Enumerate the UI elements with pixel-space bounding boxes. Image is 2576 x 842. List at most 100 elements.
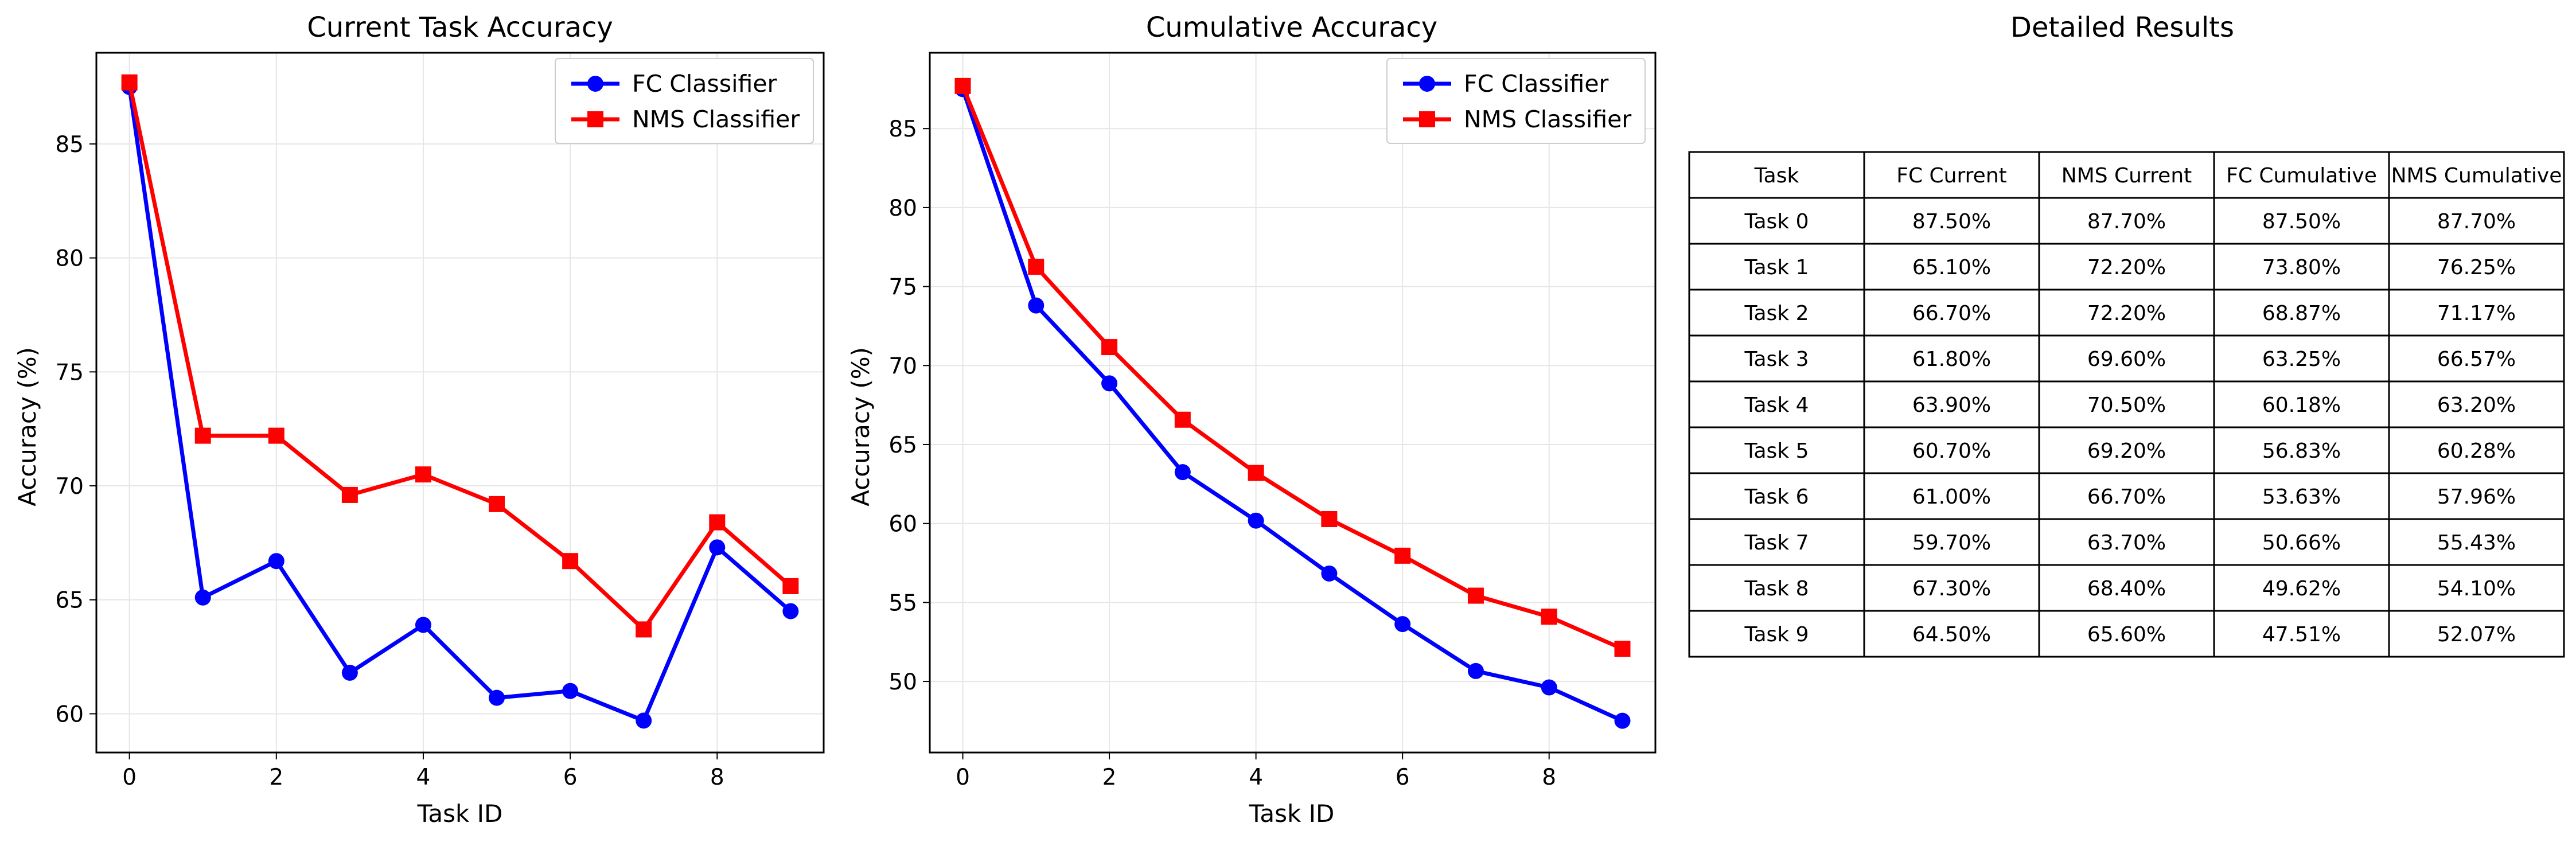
data-point-fc xyxy=(636,712,652,729)
table-cell-value: 52.07% xyxy=(2437,623,2516,646)
plot-marks xyxy=(121,74,799,729)
table-cell-value: Task 2 xyxy=(1744,302,1809,325)
legend-marker-fc xyxy=(587,76,603,92)
data-point-fc xyxy=(1101,375,1118,392)
y-tick-label: 70 xyxy=(55,474,84,500)
y-tick-label: 75 xyxy=(888,275,917,301)
table-cell-value: 56.83% xyxy=(2262,439,2341,463)
x-axis-label: Task ID xyxy=(1249,800,1335,828)
table-cell-value: 87.70% xyxy=(2087,210,2166,233)
data-point-nms xyxy=(1321,510,1338,527)
data-point-fc xyxy=(194,589,211,606)
y-tick-label: 85 xyxy=(888,116,917,142)
series-line-fc xyxy=(961,88,1623,723)
data-point-fc xyxy=(782,603,799,619)
table-cell-value: Task 6 xyxy=(1744,485,1809,509)
table-cell xyxy=(2213,243,2390,291)
table-cell xyxy=(1688,472,1865,520)
legend-label-nms: NMS Classifier xyxy=(632,106,800,133)
table-cell xyxy=(2213,518,2390,566)
table-cell-value: 72.20% xyxy=(2087,256,2166,279)
data-point-nms xyxy=(1394,547,1411,564)
data-point-fc xyxy=(1321,565,1338,582)
data-point-nms xyxy=(1028,259,1045,275)
data-point-nms xyxy=(782,578,799,594)
table-cell xyxy=(2388,426,2565,474)
series-line-nms xyxy=(127,81,792,632)
table-cell xyxy=(1863,243,2040,291)
y-axis-label: Accuracy (%) xyxy=(847,347,875,506)
y-tick-label: 65 xyxy=(55,588,84,614)
plot-area-frame xyxy=(95,52,825,754)
legend-marker-nms xyxy=(1419,111,1435,127)
data-point-nms xyxy=(709,514,726,531)
table-cell xyxy=(1688,380,1865,428)
data-point-nms xyxy=(562,553,579,570)
table-cell xyxy=(1863,380,2040,428)
table-cell-value: 87.50% xyxy=(2262,210,2341,233)
table-cell xyxy=(2038,610,2215,658)
data-point-nms xyxy=(194,427,211,444)
data-point-nms xyxy=(1614,641,1631,657)
table-cell-value: 87.50% xyxy=(1912,210,1991,233)
table-cell xyxy=(2388,289,2565,337)
data-point-nms xyxy=(489,496,505,512)
table-cell-value: 76.25% xyxy=(2437,256,2516,279)
table-cell-value: 50.66% xyxy=(2262,531,2341,555)
table-header-label: Task xyxy=(1754,164,1799,188)
table-cell xyxy=(2038,289,2215,337)
table-cell xyxy=(1863,289,2040,337)
x-tick-label: 2 xyxy=(1102,765,1117,790)
table-cell xyxy=(2388,610,2565,658)
table-cell-value: Task 4 xyxy=(1744,393,1809,417)
data-point-nms xyxy=(341,486,358,503)
table-cell-value: 67.30% xyxy=(1912,577,1991,601)
data-point-fc xyxy=(1174,464,1191,481)
table-cell xyxy=(2213,289,2390,337)
cumulative-accuracy-chart: Cumulative Accuracy Task ID Accuracy (%)… xyxy=(847,11,1657,828)
y-tick-label: 70 xyxy=(888,353,917,379)
data-point-nms xyxy=(415,466,431,483)
data-point-fc xyxy=(709,539,726,556)
table-cell xyxy=(1863,610,2040,658)
table-cell xyxy=(2038,472,2215,520)
table-cell-value: 61.00% xyxy=(1912,485,1991,509)
table-cell-value: 60.28% xyxy=(2437,439,2516,463)
y-tick-label: 80 xyxy=(55,246,84,272)
x-axis-label: Task ID xyxy=(417,800,503,828)
y-axis-label: Accuracy (%) xyxy=(13,347,41,506)
legend: FC Classifier NMS Classifier xyxy=(555,58,814,144)
x-tick-label: 4 xyxy=(1249,765,1263,790)
plot-marks xyxy=(954,77,1631,729)
data-point-nms xyxy=(954,77,971,94)
data-point-fc xyxy=(1467,662,1484,679)
legend-label-fc: FC Classifier xyxy=(632,70,777,98)
table-cell-value: 70.50% xyxy=(2087,393,2166,417)
y-tick-label: 75 xyxy=(55,360,84,385)
table-cell-value: 66.70% xyxy=(2087,485,2166,509)
table-cell-value: 69.60% xyxy=(2087,348,2166,371)
chart-title: Cumulative Accuracy xyxy=(1146,11,1437,44)
data-point-nms xyxy=(268,427,285,444)
table-cell xyxy=(2213,426,2390,474)
x-tick-label: 6 xyxy=(1396,765,1410,790)
table-cell xyxy=(2388,518,2565,566)
table-cell-value: 68.87% xyxy=(2262,302,2341,325)
plot-area-frame xyxy=(929,52,1657,754)
table-cell-value: 53.63% xyxy=(2262,485,2341,509)
y-tick-label: 50 xyxy=(888,669,917,695)
table-cell-value: 61.80% xyxy=(1912,348,1991,371)
x-tick-label: 8 xyxy=(1542,765,1556,790)
x-tick-label: 0 xyxy=(122,765,137,790)
y-tick-label: 80 xyxy=(888,196,917,221)
table-cell xyxy=(1688,426,1865,474)
table-cell xyxy=(2038,334,2215,383)
table-cell-value: Task 0 xyxy=(1744,210,1809,233)
table-cell-value: Task 3 xyxy=(1744,348,1809,371)
table-header-cell xyxy=(1863,151,2040,199)
table-cell-value: 64.50% xyxy=(1912,623,1991,646)
table-cell xyxy=(1688,518,1865,566)
table-cell-value: 49.62% xyxy=(2262,577,2341,601)
y-tick-label: 65 xyxy=(888,432,917,458)
data-point-fc xyxy=(1248,512,1264,529)
